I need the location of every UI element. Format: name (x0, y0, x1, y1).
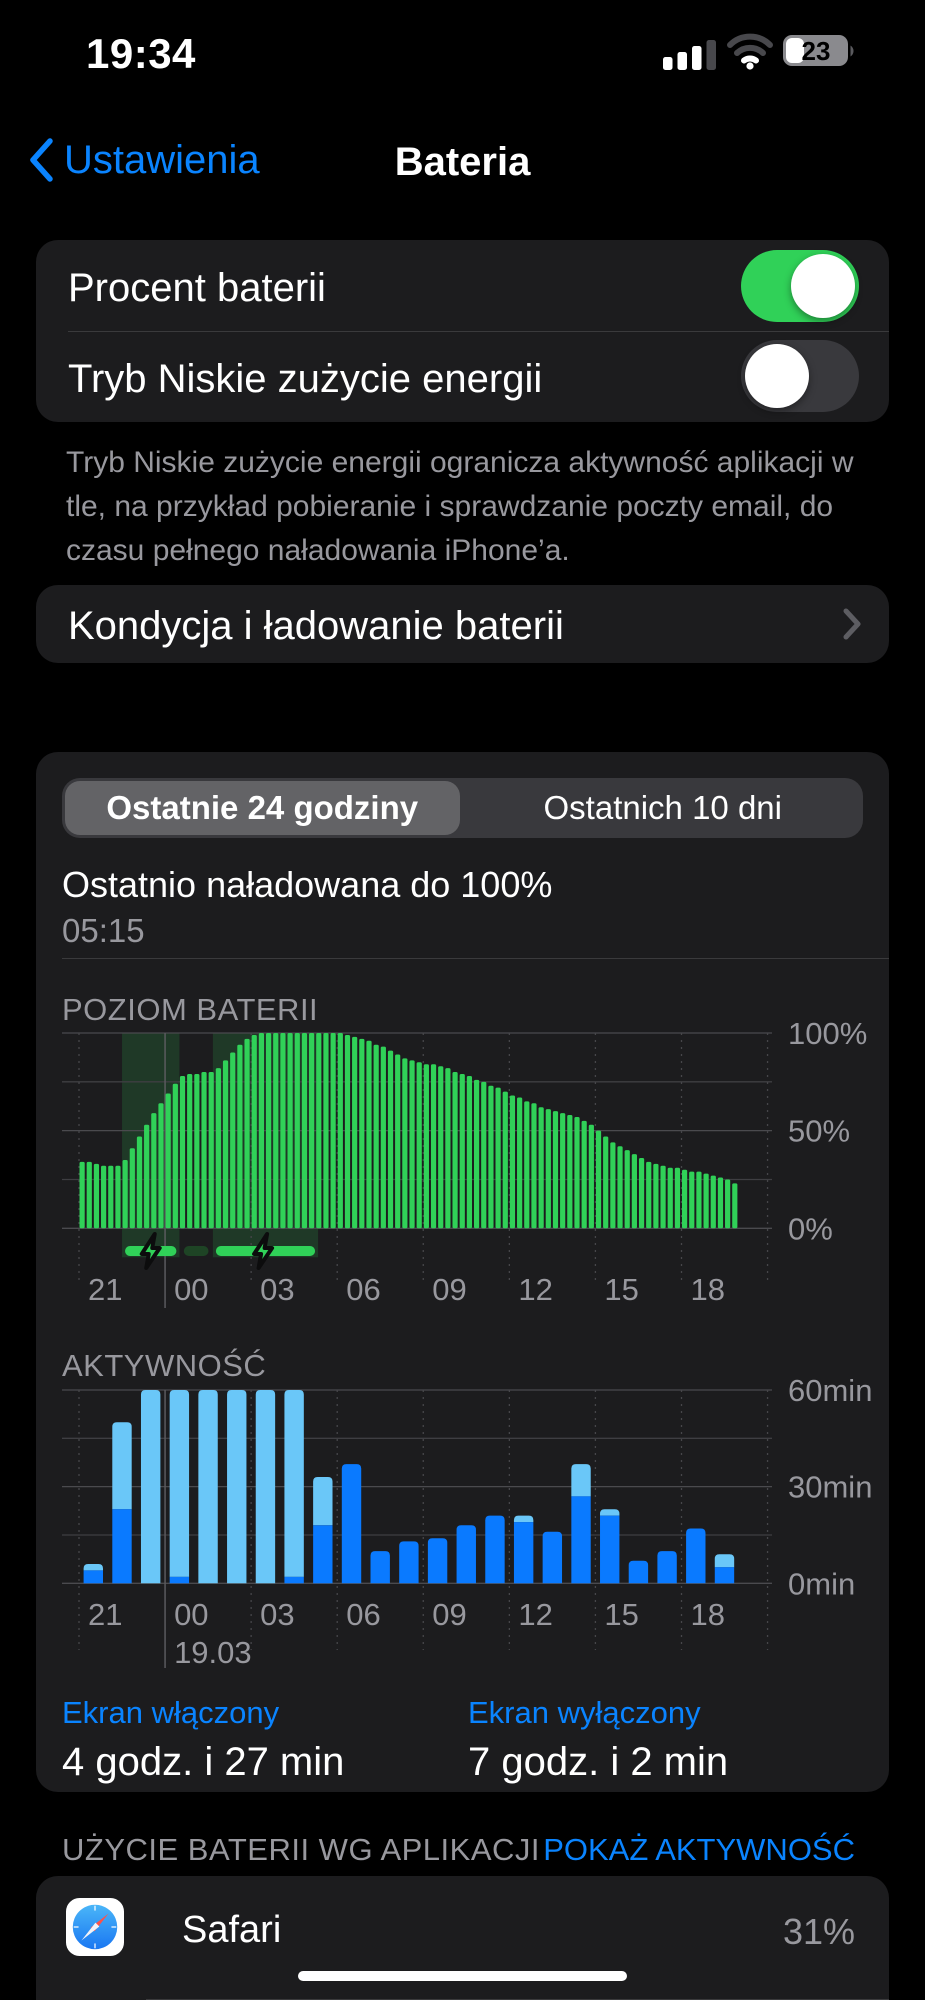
section-divider (62, 958, 889, 959)
svg-text:50%: 50% (788, 1114, 850, 1149)
svg-text:09: 09 (432, 1272, 466, 1307)
page-title: Bateria (394, 140, 531, 184)
battery-level-chart: 100% 50% 0% 21 00 03 06 09 12 15 18 (62, 1016, 867, 1308)
svg-text:12: 12 (518, 1272, 552, 1307)
last-charged-time: 05:15 (62, 912, 145, 949)
cellular-signal-icon (663, 40, 716, 70)
tab-last-24-hours[interactable]: Ostatnie 24 godziny (106, 789, 419, 826)
svg-text:21: 21 (88, 1272, 122, 1307)
svg-text:15: 15 (604, 1597, 638, 1632)
toggle-knob (791, 254, 855, 318)
screen-off-label: Ekran wyłączony (468, 1695, 701, 1730)
svg-text:19.03: 19.03 (174, 1635, 252, 1670)
status-time: 19:34 (86, 30, 196, 77)
svg-text:100%: 100% (788, 1016, 867, 1051)
back-button[interactable]: Ustawienia (28, 136, 260, 184)
battery-percent-text: 23 (802, 36, 831, 66)
svg-text:60min: 60min (788, 1373, 872, 1408)
tab-last-10-days[interactable]: Ostatnich 10 dni (543, 789, 782, 826)
usage-card: Ostatnie 24 godziny Ostatnich 10 dni (36, 752, 889, 1792)
screen-on-label: Ekran włączony (62, 1695, 280, 1730)
wifi-icon (727, 33, 773, 70)
svg-text:03: 03 (260, 1272, 294, 1307)
screen-on-stat: Ekran włączony 4 godz. i 27 min (62, 1695, 344, 1785)
last-charged-title: Ostatnio naładowana do 100% (62, 864, 553, 905)
svg-text:15: 15 (604, 1272, 638, 1307)
battery-health-row[interactable]: Kondycja i ładowanie baterii (36, 585, 889, 663)
battery-level-chart-title: POZIOM BATERII (62, 992, 319, 1027)
svg-text:0min: 0min (788, 1566, 855, 1601)
segmented-selection (65, 781, 460, 835)
screen-off-stat: Ekran wyłączony 7 godz. i 2 min (468, 1695, 728, 1785)
svg-text:00: 00 (174, 1272, 208, 1307)
app-battery-percent: 31% (782, 1911, 855, 1952)
low-power-toggle-label: Tryb Niskie zużycie energii (68, 357, 543, 401)
app-name: Safari (182, 1909, 282, 1951)
svg-text:09: 09 (432, 1597, 466, 1632)
time-range-segmented-control: Ostatnie 24 godziny Ostatnich 10 dni (62, 778, 863, 838)
screen-off-value: 7 godz. i 2 min (468, 1740, 729, 1784)
svg-text:06: 06 (346, 1272, 380, 1307)
svg-text:12: 12 (518, 1597, 552, 1632)
chevron-right-icon (843, 608, 861, 640)
activity-chart: 60min 30min 0min 21 00 03 06 09 12 15 18 19.03 (62, 1373, 872, 1670)
toggle-knob (745, 344, 809, 408)
svg-text:00: 00 (174, 1597, 208, 1632)
svg-text:0%: 0% (788, 1211, 833, 1246)
show-activity-button[interactable]: POKAŻ AKTYWNOŚĆ (543, 1832, 855, 1867)
battery-icon: 23 (783, 35, 854, 66)
low-power-toggle[interactable] (741, 340, 859, 412)
home-indicator[interactable] (298, 1971, 627, 1981)
toggles-card: Procent baterii Tryb Niskie zużycie ener… (36, 240, 889, 422)
svg-text:21: 21 (88, 1597, 122, 1632)
battery-percent-toggle[interactable] (741, 250, 859, 322)
svg-text:18: 18 (690, 1272, 724, 1307)
safari-icon (66, 1898, 124, 1956)
screen-on-value: 4 godz. i 27 min (62, 1740, 345, 1784)
row-divider (68, 331, 889, 332)
svg-text:06: 06 (346, 1597, 380, 1632)
activity-chart-title: AKTYWNOŚĆ (62, 1348, 267, 1383)
battery-health-label: Kondycja i ładowanie baterii (68, 604, 564, 648)
battery-percent-toggle-label: Procent baterii (68, 266, 326, 310)
apps-card: Safari 31% (36, 1876, 889, 2000)
svg-text:18: 18 (690, 1597, 724, 1632)
back-label: Ustawienia (64, 137, 260, 182)
low-power-footnote: Tryb Niskie zużycie energii ogranicza ak… (66, 446, 854, 567)
apps-section-header: UŻYCIE BATERII WG APLIKACJI (62, 1832, 541, 1867)
chevron-left-icon (30, 138, 53, 182)
svg-text:30min: 30min (788, 1470, 872, 1505)
svg-text:03: 03 (260, 1597, 294, 1632)
